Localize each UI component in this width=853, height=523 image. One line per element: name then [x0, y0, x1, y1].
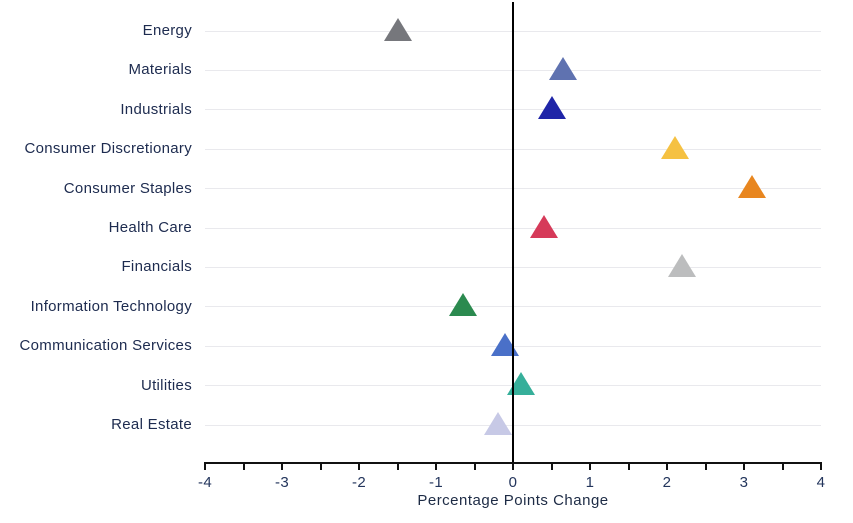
- category-label-information-technology: Information Technology: [30, 297, 192, 315]
- marker-information-technology: [448, 293, 477, 317]
- x-axis-tick: [550, 464, 553, 470]
- x-axis-tick: [781, 464, 784, 470]
- category-label-energy: Energy: [142, 22, 192, 39]
- marker-industrials: [537, 96, 566, 120]
- x-axis-tick: [820, 464, 822, 470]
- category-label-health-care: Health Care: [108, 219, 192, 236]
- x-axis-title: Percentage Points Change: [417, 492, 609, 509]
- marker-real-estate: [483, 411, 512, 435]
- marker-health-care: [529, 214, 558, 238]
- category-label-real-estate: Real Estate: [111, 416, 192, 433]
- x-tick-label-4: 4: [816, 474, 826, 491]
- x-tick-label-1: 1: [585, 474, 595, 491]
- category-label-industrials: Industrials: [120, 100, 192, 118]
- x-axis-tick: [319, 464, 322, 470]
- x-axis-tick: [666, 464, 668, 470]
- x-tick-label--3: -3: [275, 474, 289, 491]
- zero-reference-line: [512, 2, 514, 462]
- x-axis-tick: [704, 464, 707, 470]
- x-axis-tick: [743, 464, 745, 470]
- x-tick-label--4: -4: [198, 474, 212, 491]
- marker-materials: [549, 56, 578, 80]
- x-tick-label--2: -2: [352, 474, 366, 491]
- marker-consumer-discretionary: [660, 135, 689, 159]
- category-label-consumer-staples: Consumer Staples: [63, 179, 192, 197]
- marker-consumer-staples: [737, 175, 766, 199]
- x-axis-tick: [473, 464, 476, 470]
- category-label-communication-services: Communication Services: [19, 337, 192, 355]
- x-axis-tick: [204, 464, 206, 470]
- marker-communication-services: [491, 332, 520, 356]
- marker-financials: [668, 253, 697, 277]
- marker-energy: [383, 17, 412, 41]
- marker-utilities: [506, 372, 535, 396]
- x-axis-line: [204, 462, 822, 464]
- x-tick-label-3: 3: [739, 474, 749, 491]
- x-axis-tick: [242, 464, 245, 470]
- x-axis-tick: [358, 464, 360, 470]
- x-axis-tick: [627, 464, 630, 470]
- x-axis-tick: [281, 464, 283, 470]
- x-tick-label-2: 2: [662, 474, 672, 491]
- category-label-consumer-discretionary: Consumer Discretionary: [24, 140, 192, 158]
- x-tick-label-0: 0: [508, 474, 518, 491]
- x-tick-label--1: -1: [429, 474, 443, 491]
- x-axis-tick: [435, 464, 437, 470]
- category-label-materials: Materials: [128, 61, 192, 79]
- x-axis-tick: [512, 464, 514, 470]
- category-label-financials: Financials: [121, 258, 192, 276]
- x-axis-tick: [396, 464, 399, 470]
- x-axis-tick: [589, 464, 591, 470]
- category-label-utilities: Utilities: [140, 376, 192, 394]
